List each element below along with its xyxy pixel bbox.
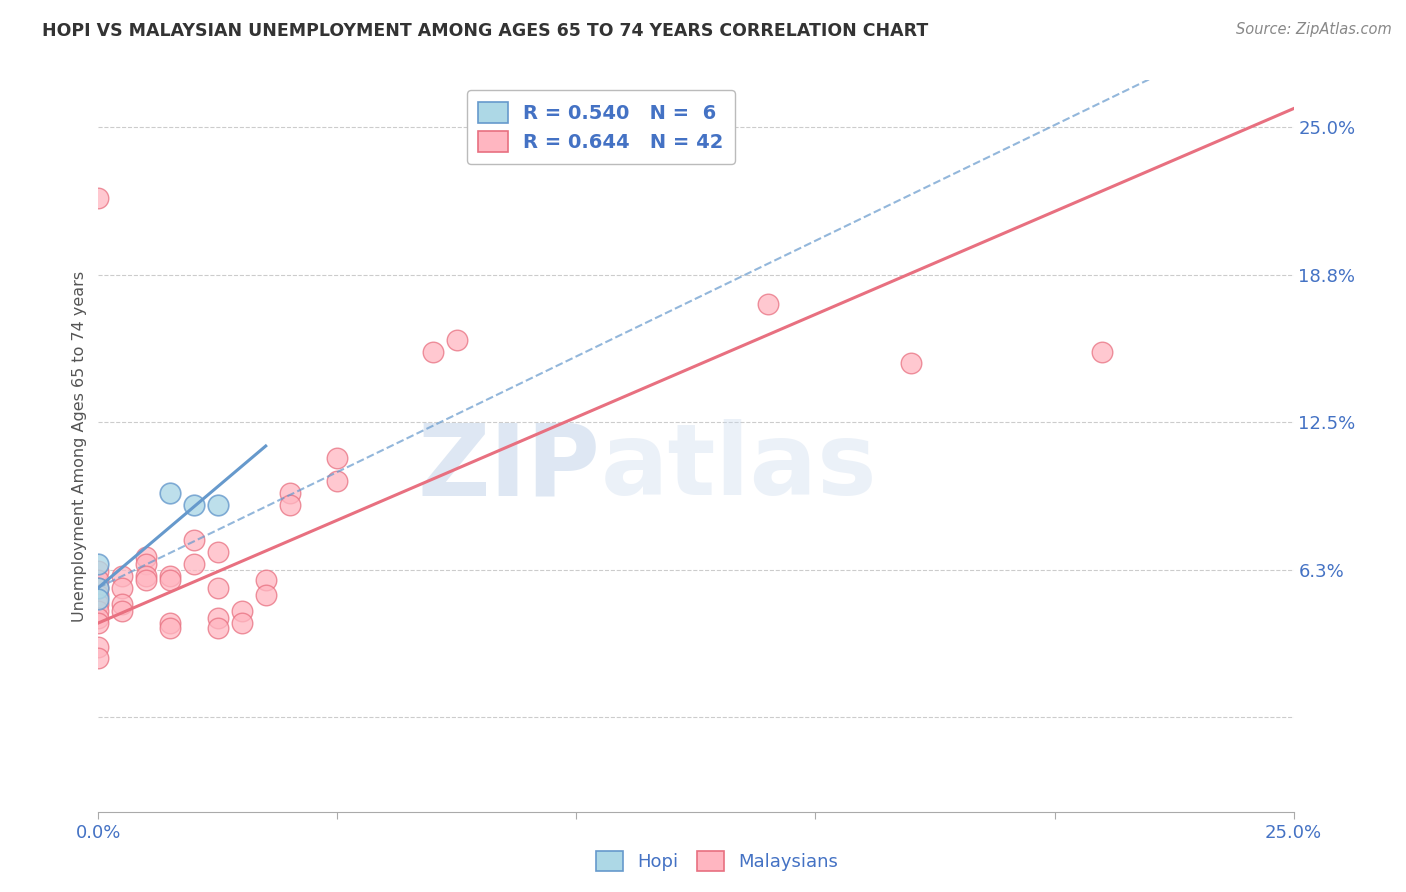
Point [183, 557, 205, 571]
Point [135, 557, 157, 571]
Point [159, 574, 181, 588]
Point [231, 604, 253, 618]
Point [159, 486, 181, 500]
Point [87, 604, 110, 618]
Point [183, 498, 205, 512]
Point [159, 615, 181, 630]
Point [159, 621, 181, 635]
Point [135, 568, 157, 582]
Point [207, 545, 229, 559]
Point [87, 592, 110, 607]
Point [422, 344, 444, 359]
Point [87, 640, 110, 654]
Text: atlas: atlas [600, 419, 877, 516]
Point [135, 574, 157, 588]
Point [111, 604, 134, 618]
Legend: Hopi, Malaysians: Hopi, Malaysians [589, 844, 845, 879]
Point [87, 597, 110, 611]
Text: HOPI VS MALAYSIAN UNEMPLOYMENT AMONG AGES 65 TO 74 YEARS CORRELATION CHART: HOPI VS MALAYSIAN UNEMPLOYMENT AMONG AGE… [42, 22, 928, 40]
Point [87, 588, 110, 602]
Point [87, 651, 110, 665]
Point [183, 533, 205, 548]
Point [1091, 344, 1114, 359]
Point [111, 581, 134, 595]
Point [207, 498, 229, 512]
Text: ZIP: ZIP [418, 419, 600, 516]
Point [111, 597, 134, 611]
Point [87, 557, 110, 571]
Point [87, 564, 110, 578]
Point [87, 574, 110, 588]
Point [87, 611, 110, 625]
Point [159, 568, 181, 582]
Point [87, 615, 110, 630]
Point [326, 475, 349, 489]
Point [278, 498, 301, 512]
Point [87, 191, 110, 205]
Point [756, 297, 779, 311]
Point [446, 333, 468, 347]
Point [207, 581, 229, 595]
Point [278, 486, 301, 500]
Point [254, 574, 277, 588]
Point [326, 450, 349, 465]
Point [87, 581, 110, 595]
Point [87, 581, 110, 595]
Point [111, 568, 134, 582]
Point [207, 621, 229, 635]
Text: Source: ZipAtlas.com: Source: ZipAtlas.com [1236, 22, 1392, 37]
Point [254, 588, 277, 602]
Point [135, 549, 157, 564]
Point [900, 356, 922, 370]
Point [207, 611, 229, 625]
Point [231, 615, 253, 630]
Y-axis label: Unemployment Among Ages 65 to 74 years: Unemployment Among Ages 65 to 74 years [72, 270, 87, 622]
Legend: R = 0.540   N =  6, R = 0.644   N = 42: R = 0.540 N = 6, R = 0.644 N = 42 [467, 90, 735, 163]
